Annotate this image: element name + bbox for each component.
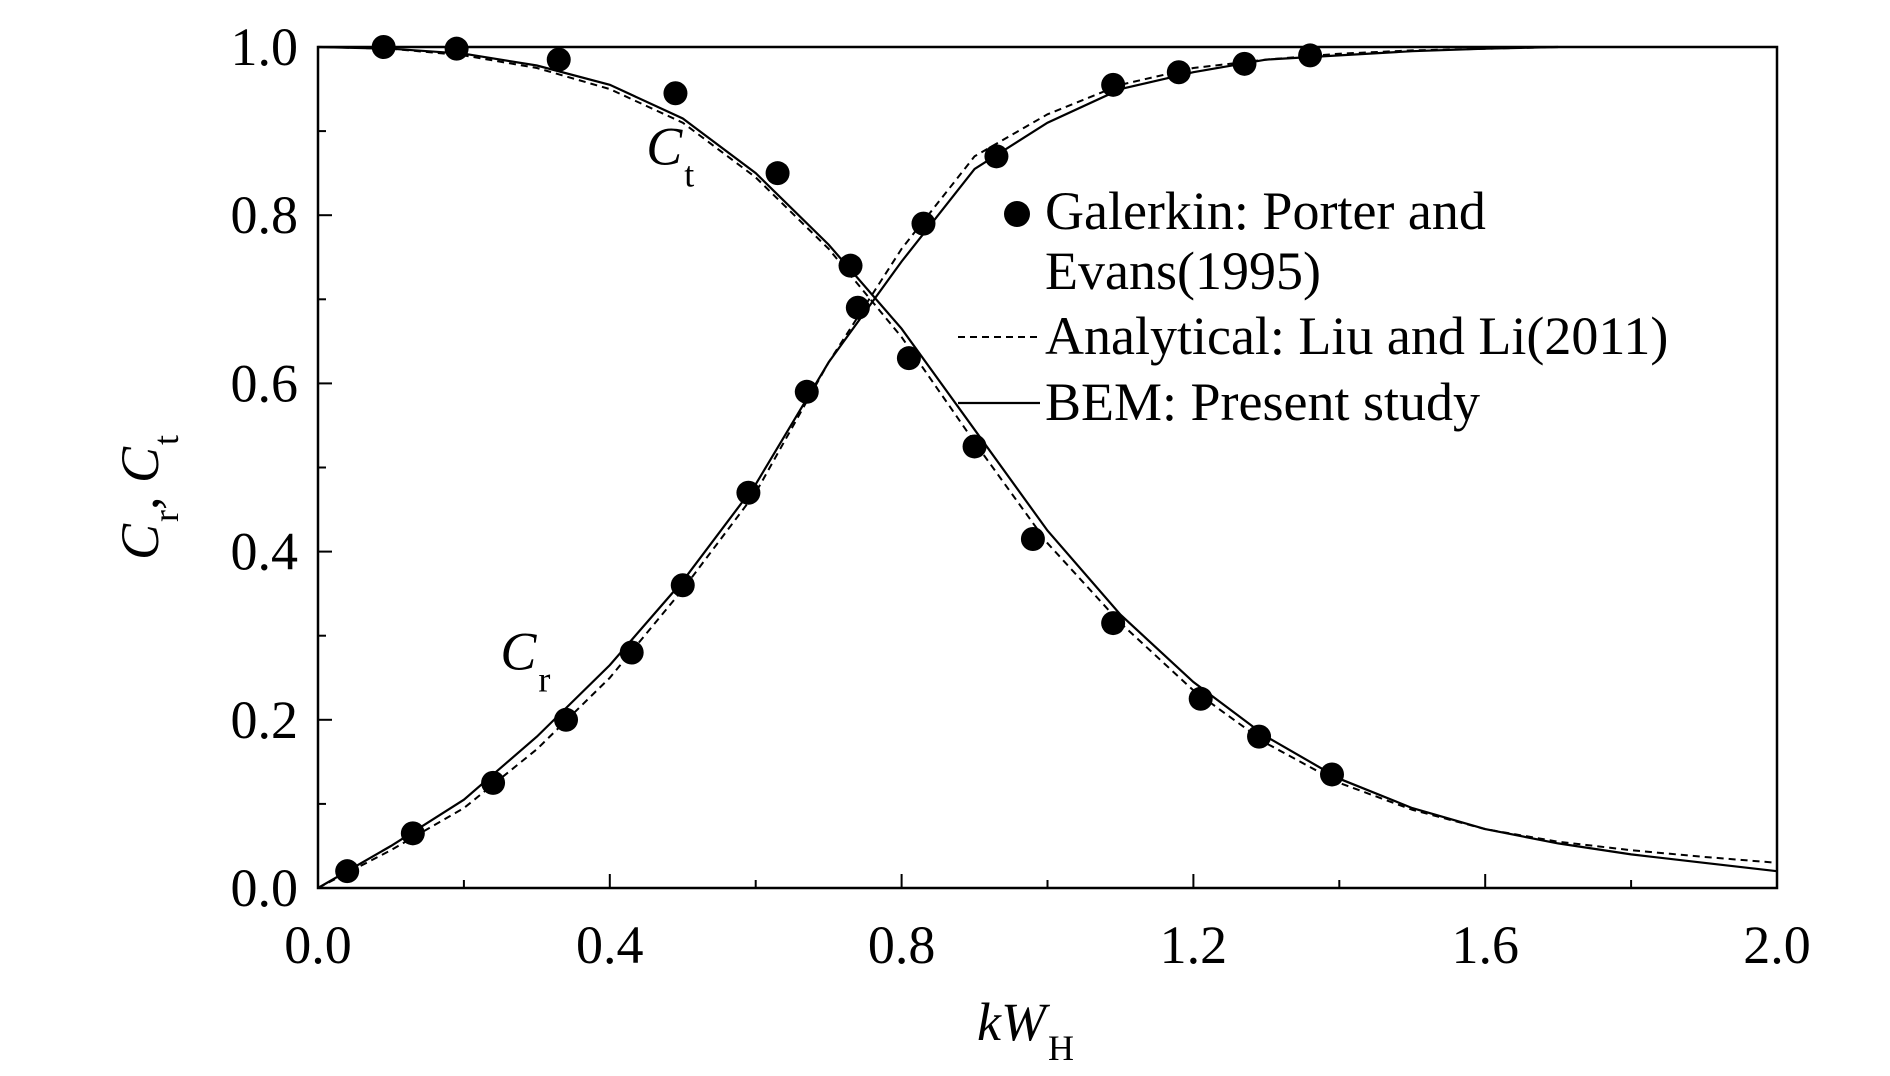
plot-area-border: [316, 45, 1779, 890]
series-analytical: [317, 46, 1778, 889]
legend: Galerkin: Porter andEvans(1995)Analytica…: [958, 181, 1668, 432]
line-ct: [317, 45, 1778, 873]
data-point-ct: [371, 35, 396, 59]
y-tick-label: 0.2: [231, 690, 299, 750]
curve-labels: Ct Cr: [500, 117, 694, 700]
data-point-cr: [845, 295, 870, 320]
series-galerkin: [335, 35, 1345, 884]
legend-label-bem: BEM: Present study: [1045, 372, 1480, 432]
data-point-ct: [1247, 724, 1272, 749]
data-point-cr: [619, 640, 644, 665]
line-ct: [317, 46, 1778, 864]
data-point-cr: [670, 573, 695, 598]
y-tick-label: 1.0: [231, 17, 299, 77]
data-point-ct: [546, 47, 571, 72]
y-axis-title: Cr, Ct: [110, 435, 186, 560]
legend-marker-galerkin: [1004, 201, 1030, 227]
series-bem: [317, 45, 1778, 889]
data-point-ct: [444, 36, 469, 61]
data-point-cr: [794, 379, 819, 404]
x-axis-title: kWH: [977, 992, 1074, 1068]
y-tick-label: 0.0: [231, 858, 299, 918]
x-tick-label: 0.8: [868, 915, 936, 975]
data-point-ct: [896, 346, 921, 371]
series-layer: [317, 35, 1778, 889]
plot-frame: [316, 45, 1779, 890]
axis-titles: kWH Cr, Ct: [110, 435, 1074, 1068]
y-tick-label: 0.8: [231, 185, 299, 245]
data-point-cr: [911, 211, 936, 236]
line-cr: [317, 45, 1559, 889]
curve-label-cr: Cr: [500, 621, 550, 699]
data-point-ct: [663, 81, 688, 106]
data-point-ct: [1020, 526, 1045, 551]
axis-ticks: 0.0 0.4 0.8 1.2 1.6 2.0 0.0 0.2 0.4 0.6 0.8 1.0: [231, 17, 1811, 975]
data-point-cr: [1298, 43, 1323, 68]
legend-label-galerkin: Galerkin: Porter and: [1045, 181, 1486, 241]
x-tick-label: 2.0: [1743, 915, 1811, 975]
x-tick-label: 1.2: [1160, 915, 1228, 975]
x-tick-label: 0.0: [284, 915, 352, 975]
data-point-ct: [962, 434, 987, 459]
legend-label-analytical: Analytical: Liu and Li(2011): [1045, 306, 1668, 366]
line-cr: [317, 46, 1559, 889]
data-point-cr: [1166, 60, 1191, 85]
data-point-ct: [1101, 611, 1126, 636]
y-tick-label: 0.4: [231, 522, 299, 582]
x-tick-label: 0.4: [576, 915, 644, 975]
curve-label-ct: Ct: [646, 117, 694, 195]
legend-label-galerkin-cont: Evans(1995): [1045, 241, 1321, 301]
data-point-ct: [765, 161, 790, 186]
data-point-ct: [838, 253, 863, 278]
x-tick-label: 1.6: [1451, 915, 1519, 975]
y-tick-label: 0.6: [231, 353, 299, 413]
